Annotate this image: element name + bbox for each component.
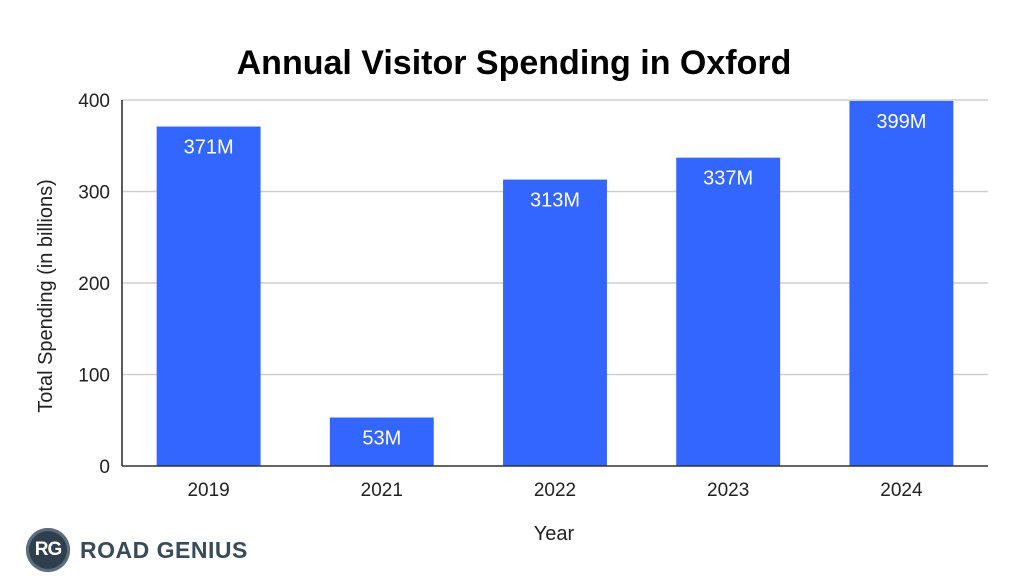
x-axis-ticks: 2019 2021 2022 2023 2024	[187, 480, 923, 501]
y-tick-label: 200	[78, 274, 110, 295]
bar-2019	[156, 126, 261, 466]
y-tick-label: 100	[78, 366, 110, 387]
x-tick-label: 2019	[187, 480, 229, 501]
bar-2023	[676, 157, 781, 466]
x-axis-title: Year	[534, 523, 575, 545]
y-axis-title: Total Spending (in billions)	[35, 179, 57, 412]
road-genius-logo: RG ROAD GENIUS	[26, 528, 248, 572]
rg-badge-icon: RG	[26, 528, 70, 572]
bar-data-labels: 371M 53M 313M 337M 399M	[184, 111, 927, 450]
bar-data-label: 53M	[362, 428, 401, 450]
x-tick-label: 2024	[880, 480, 923, 501]
logo-wordmark: ROAD GENIUS	[80, 536, 248, 563]
y-axis-ticks: 0 100 200 300 400	[78, 91, 110, 478]
y-tick-label: 300	[78, 183, 110, 204]
x-tick-label: 2022	[534, 480, 576, 501]
y-tick-label: 0	[99, 457, 110, 478]
bar-data-label: 313M	[530, 190, 580, 212]
bar-data-label: 399M	[876, 111, 926, 133]
bar-2021	[329, 417, 434, 466]
bar-2024	[849, 100, 954, 466]
x-tick-label: 2021	[361, 480, 403, 501]
bar-2022	[503, 179, 607, 467]
chart-title: Annual Visitor Spending in Oxford	[237, 44, 792, 82]
bar-data-label: 371M	[184, 137, 234, 159]
bar-data-label: 337M	[703, 168, 753, 190]
bars	[156, 100, 954, 467]
x-tick-label: 2023	[707, 480, 749, 501]
y-tick-label: 400	[78, 91, 110, 112]
